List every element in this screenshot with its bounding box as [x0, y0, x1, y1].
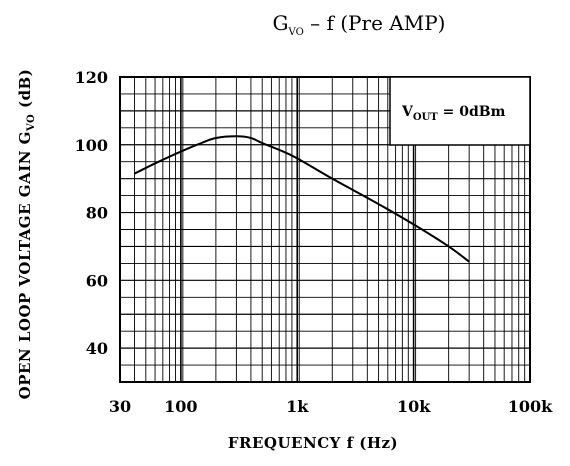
y-axis-label-subscript: VO	[26, 114, 37, 132]
legend-prefix: V	[401, 104, 414, 120]
y-tick-label: 40	[86, 339, 108, 358]
legend-suffix: = 0dBm	[438, 104, 506, 120]
x-tick-label: 10k	[397, 397, 431, 416]
grid-lines	[120, 77, 530, 382]
plot-frame	[119, 76, 531, 383]
tick-labels: 30 100 1k 10k 100k 40 60 80 100 120	[75, 68, 554, 416]
gain-curve	[134, 135, 470, 263]
y-tick-label: 120	[75, 68, 108, 87]
legend-box	[389, 76, 531, 146]
y-tick-label: 60	[86, 271, 108, 290]
y-axis-label-suffix: (dB)	[16, 69, 34, 114]
legend-subscript: OUT	[413, 112, 438, 123]
chart-title-subscript: VO	[288, 27, 304, 38]
x-tick-label: 100k	[508, 397, 553, 416]
y-axis-label-prefix: OPEN LOOP VOLTAGE GAIN G	[16, 131, 34, 399]
x-tick-label: 30	[109, 397, 131, 416]
chart-title: GVO – f (Pre AMP)	[273, 11, 446, 38]
x-tick-label: 100	[164, 397, 197, 416]
chart-title-prefix: G	[273, 11, 289, 35]
x-axis-label: FREQUENCY f (Hz)	[228, 434, 398, 452]
y-tick-label: 80	[86, 204, 108, 223]
y-axis-label: OPEN LOOP VOLTAGE GAIN GVO (dB)	[16, 69, 37, 400]
y-tick-label: 100	[75, 136, 108, 155]
chart-title-suffix: – f (Pre AMP)	[304, 11, 446, 35]
x-tick-label: 1k	[286, 397, 309, 416]
legend-label: VOUT = 0dBm	[401, 104, 506, 123]
